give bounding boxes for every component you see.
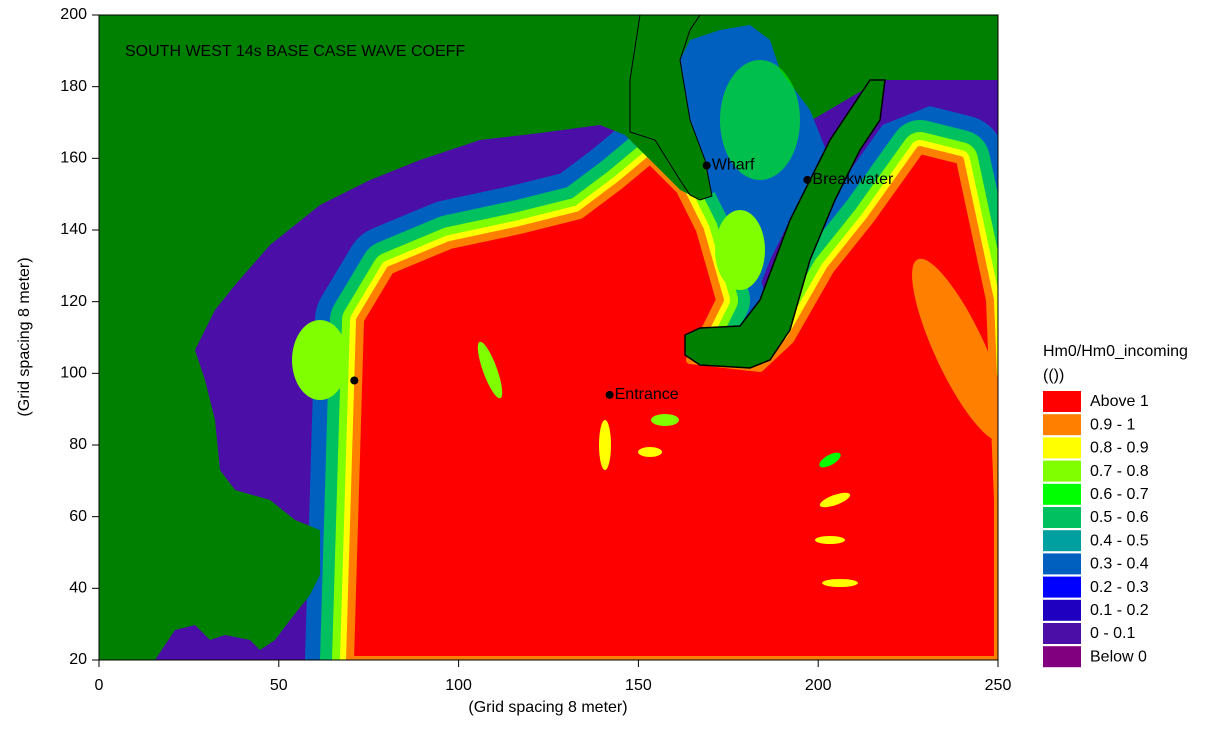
chart: SOUTH WEST 14s BASE CASE WAVE COEFF (Gri… [0,0,1219,724]
point [350,377,358,385]
point [703,162,711,170]
band-spot [292,320,348,400]
field [99,15,1025,660]
legend-title: Hm0/Hm0_incoming [1043,343,1188,360]
legend-label: 0.2 - 0.3 [1090,579,1149,596]
legend-unit: (()) [1043,367,1064,384]
band-spot [599,420,611,470]
y-tick-label: 60 [69,508,87,525]
legend-label: 0.9 - 1 [1090,416,1135,433]
legend-swatch [1043,461,1081,482]
y-tick-label: 180 [60,78,87,95]
band-shape [350,150,998,660]
y-tick-label: 20 [69,651,87,668]
legend-label: 0.8 - 0.9 [1090,440,1149,457]
band-spot [815,536,845,544]
chart-title: SOUTH WEST 14s BASE CASE WAVE COEFF [125,43,465,60]
x-tick-label: 250 [985,677,1012,694]
legend-label: 0.6 - 0.7 [1090,486,1149,503]
x-tick-label: 100 [445,677,472,694]
band-spot [715,210,765,290]
legend-swatch [1043,507,1081,528]
legend-swatch [1043,577,1081,598]
legend-swatch [1043,600,1081,621]
point-label: Wharf [712,157,755,174]
y-tick-label: 160 [60,150,87,167]
point [606,391,614,399]
legend-swatch [1043,553,1081,574]
y-tick-label: 80 [69,436,87,453]
page: {"chart_data": { "type": "contour", "tit… [0,0,1219,724]
y-tick-label: 40 [69,580,87,597]
band-spot [651,414,679,426]
bands [292,150,1025,660]
point-label: Breakwater [812,171,894,188]
x-tick-label: 200 [805,677,832,694]
x-tick-label: 0 [95,677,104,694]
point [803,176,811,184]
legend-swatch [1043,391,1081,412]
y-tick-label: 120 [60,293,87,310]
legend-label: 0.5 - 0.6 [1090,509,1149,526]
legend-swatch [1043,623,1081,644]
legend-swatch [1043,484,1081,505]
legend-label: Above 1 [1090,393,1149,410]
legend-label: 0 - 0.1 [1090,625,1135,642]
legend-label: Below 0 [1090,648,1147,665]
band-spot [638,447,662,457]
y-tick-label: 100 [60,365,87,382]
x-tick-label: 150 [625,677,652,694]
y-tick-label: 140 [60,221,87,238]
legend-swatch [1043,646,1081,667]
legend-swatch [1043,414,1081,435]
legend-label: 0.3 - 0.4 [1090,556,1149,573]
legend-swatch [1043,437,1081,458]
y-axis-label: (Grid spacing 8 meter) [16,257,33,416]
x-axis-label: (Grid spacing 8 meter) [468,699,627,716]
x-tick-label: 50 [270,677,288,694]
y-tick-label: 200 [60,6,87,23]
legend-label: 0.1 - 0.2 [1090,602,1149,619]
point-label: Entrance [615,386,679,403]
legend-swatch [1043,530,1081,551]
legend-label: 0.4 - 0.5 [1090,532,1149,549]
legend-label: 0.7 - 0.8 [1090,463,1149,480]
band-spot [822,579,858,587]
